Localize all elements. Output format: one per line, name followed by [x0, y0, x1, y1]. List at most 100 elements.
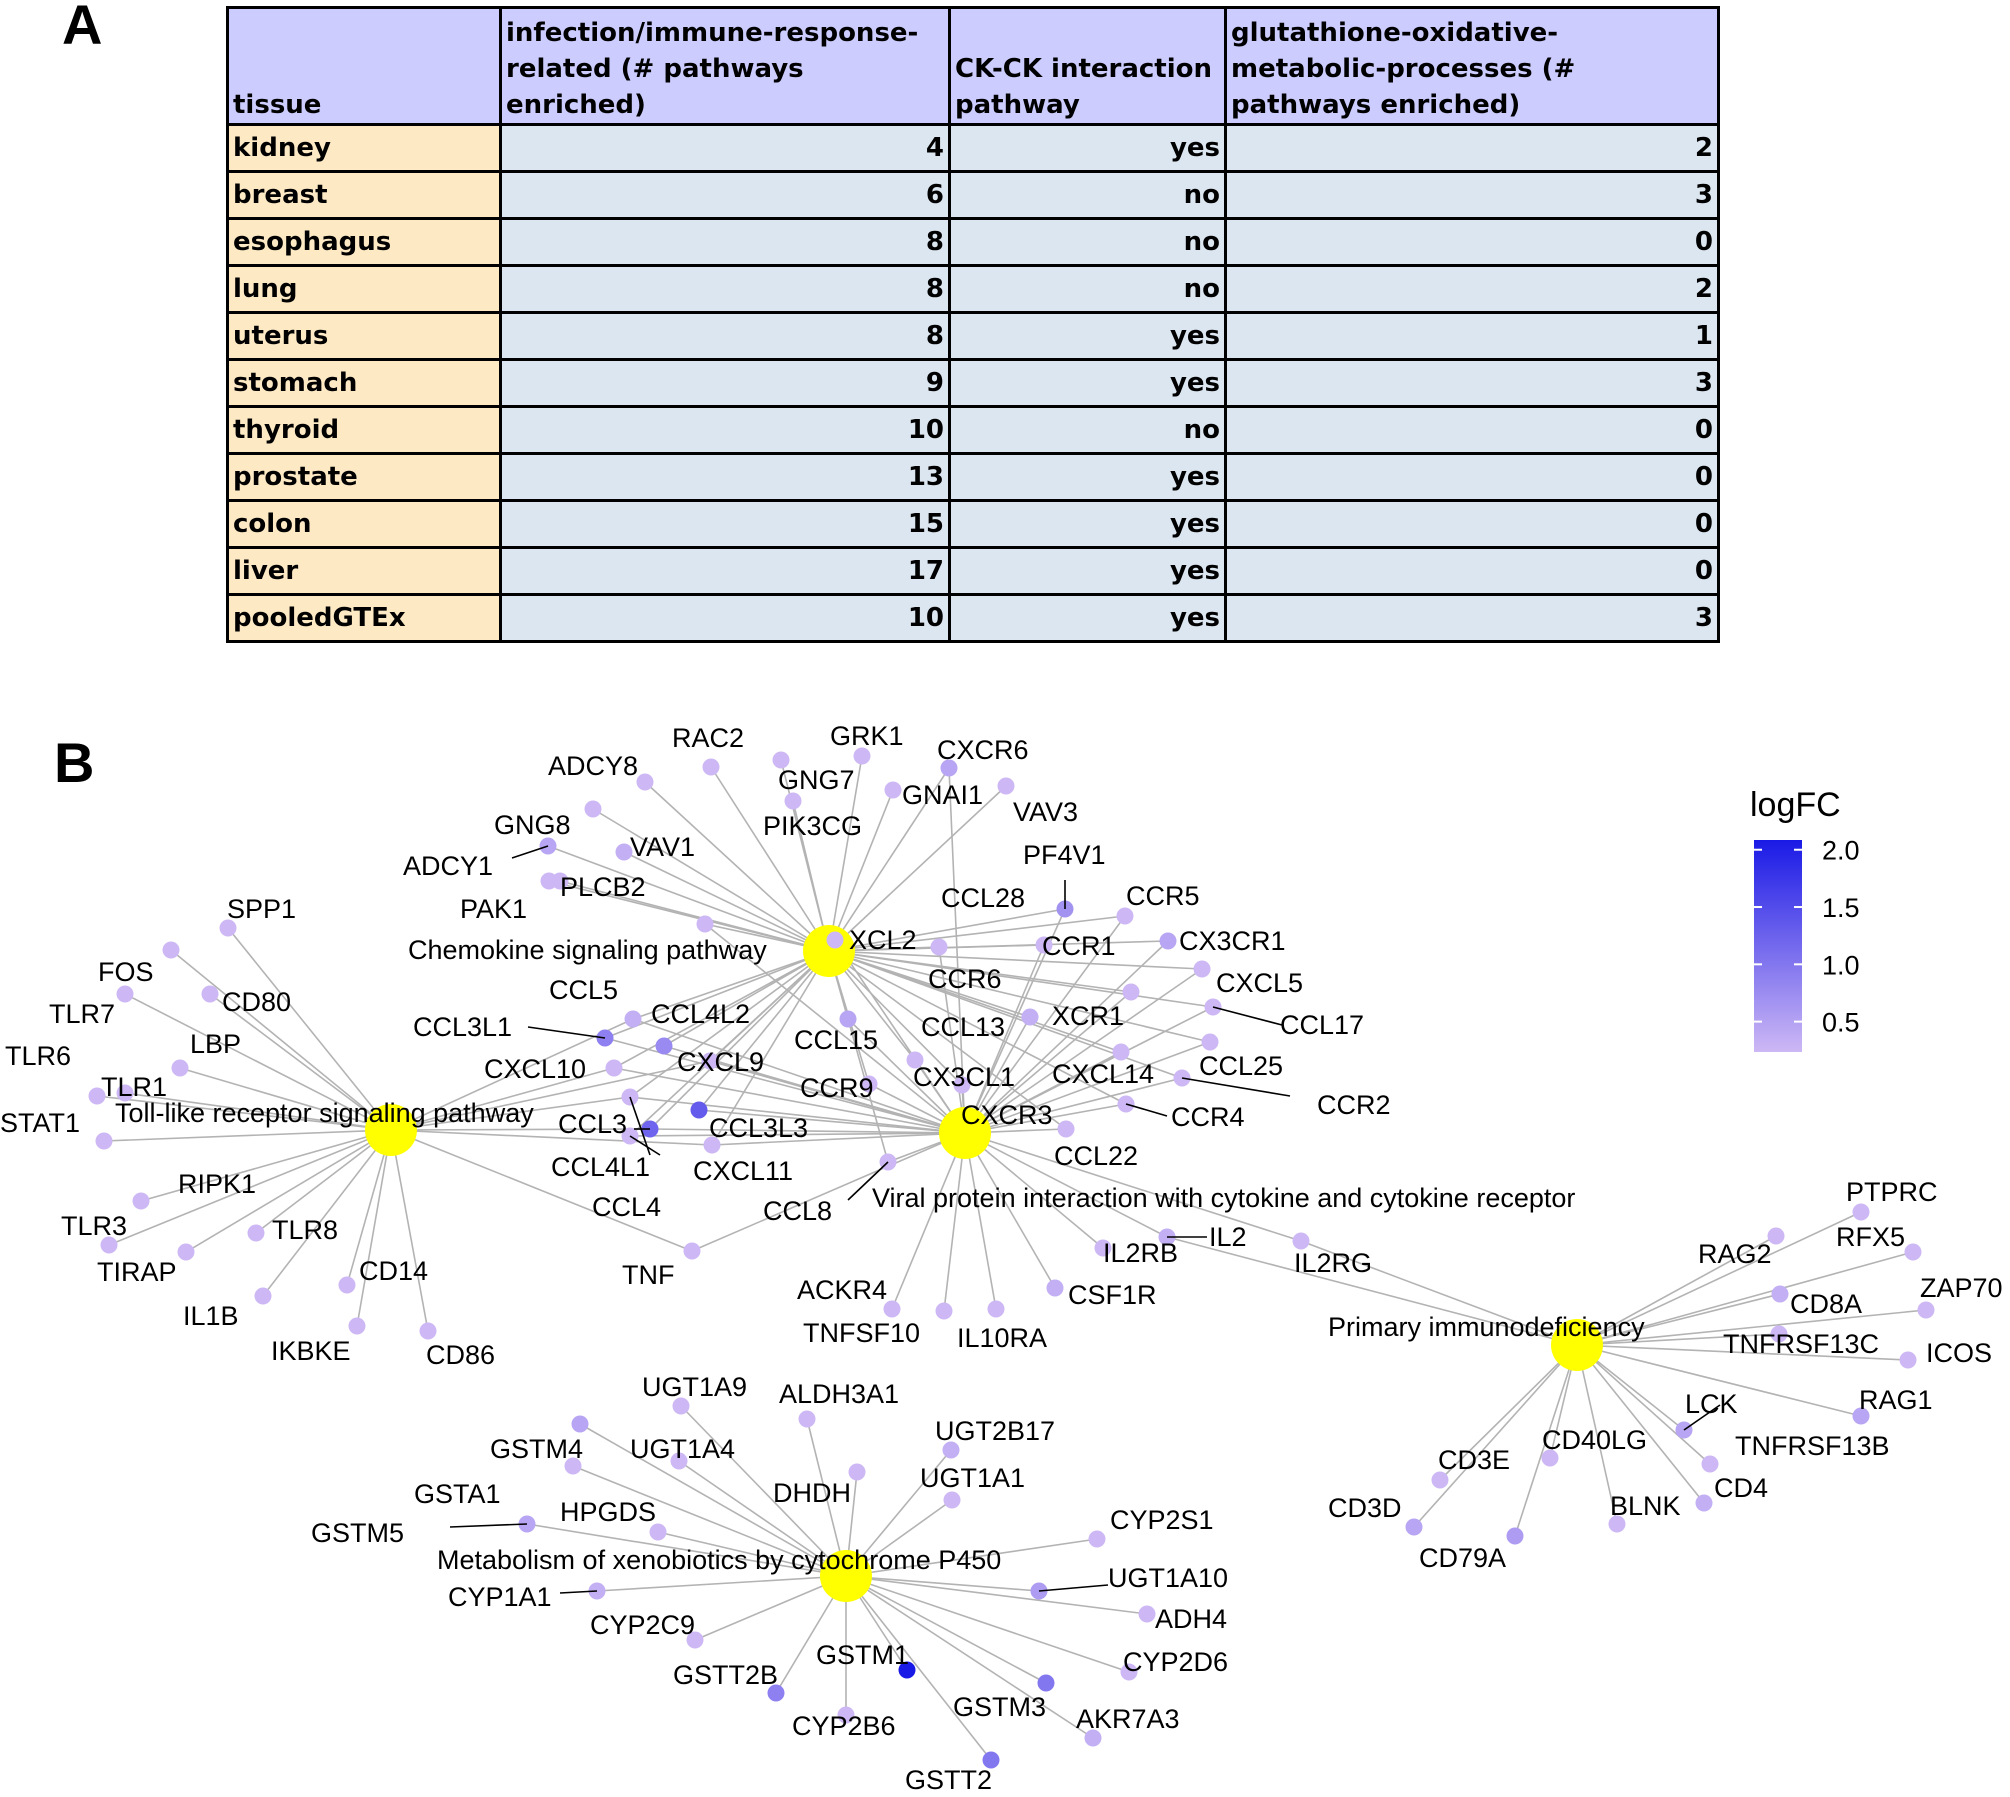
gene-label: GSTM1 [816, 1640, 909, 1670]
gene-label: VAV1 [630, 832, 695, 862]
gene-node [686, 1631, 704, 1649]
infection-count-cell: 8 [499, 311, 951, 361]
table-row: stomach 9 yes 3 [226, 358, 1720, 408]
gene-label: CCL3L3 [709, 1113, 808, 1143]
edge [390, 1018, 634, 1131]
edge [1576, 1344, 1705, 1504]
edge [356, 1129, 392, 1327]
edge [828, 950, 1127, 1105]
edge [845, 1575, 1130, 1673]
gene-label: CCL3 [558, 1109, 627, 1139]
edge [828, 755, 863, 952]
pathway-enrichment-table: tissue infection/immune-response-related… [226, 6, 1720, 643]
pathway-label: Viral protein interaction with cytokine … [872, 1183, 1575, 1213]
gene-node [584, 800, 602, 818]
gene-node [930, 938, 948, 956]
edge [828, 908, 1066, 952]
edge [964, 1132, 997, 1310]
gene-node [997, 777, 1015, 795]
table-row: pooledGTEx 10 yes 3 [226, 593, 1720, 643]
gene-node [884, 781, 902, 799]
glutathione-count-cell: 0 [1224, 546, 1720, 596]
gene-label: GSTM5 [311, 1518, 404, 1548]
edge [1576, 1333, 1780, 1346]
gene-label: SPP1 [227, 894, 296, 924]
edge [847, 1018, 966, 1134]
panel-a-letter: A [62, 0, 103, 56]
gene-label: XCL2 [849, 925, 917, 955]
gene-label: TIRAP [97, 1257, 177, 1287]
ckck-cell: yes [948, 593, 1227, 643]
gene-label: ADCY1 [403, 851, 493, 881]
gene-node [571, 1415, 589, 1433]
edge [845, 1449, 952, 1577]
gene-label: TNFRSF13B [1735, 1431, 1890, 1461]
edge [227, 927, 392, 1131]
edge [964, 944, 1045, 1134]
ckck-cell: no [948, 264, 1227, 314]
gene-label: UGT1A9 [642, 1372, 747, 1402]
gene-node [132, 1192, 150, 1210]
gene-node [162, 941, 180, 959]
gene-node [784, 792, 802, 810]
tissue-cell: lung [226, 264, 502, 314]
gene-node [348, 1317, 366, 1335]
gene-label: TNF [622, 1260, 674, 1290]
tissue-cell: prostate [226, 452, 502, 502]
gene-label: IL10RA [957, 1323, 1047, 1353]
gene-node [419, 1322, 437, 1340]
gene-label: CD14 [359, 1256, 428, 1286]
gene-label: PAK1 [460, 894, 527, 924]
tissue-cell: esophagus [226, 217, 502, 267]
gene-label: GSTM4 [490, 1434, 583, 1464]
gene-node [1035, 936, 1053, 954]
edge [103, 1129, 392, 1142]
gene-node [615, 843, 633, 861]
edge [828, 915, 1126, 952]
edge [964, 1132, 1302, 1242]
gene-label: CCL17 [1280, 1010, 1364, 1040]
edge [629, 950, 830, 1098]
edge [390, 1096, 631, 1131]
gene-node [1292, 1232, 1310, 1250]
gene-label: GSTA1 [414, 1479, 501, 1509]
gene-label: UGT1A4 [630, 1434, 735, 1464]
gene-node [1112, 1043, 1130, 1061]
gene-label: RAG2 [1698, 1239, 1772, 1269]
edge [828, 950, 963, 1086]
gene-node [624, 1010, 642, 1028]
edge [943, 1132, 966, 1312]
gene-label: CCL8 [763, 1196, 832, 1226]
edge [828, 950, 1067, 1130]
table-header-row: tissue infection/immune-response-related… [226, 6, 1720, 126]
gene-label: CYP2B6 [792, 1711, 896, 1741]
pathway-label: Toll-like receptor signaling pathway [115, 1098, 534, 1128]
table-row: prostate 13 yes 0 [226, 452, 1720, 502]
gene-label: LCK [1685, 1389, 1738, 1419]
label-leader [1683, 1404, 1721, 1431]
gene-label: CD79A [1419, 1543, 1506, 1573]
edge [592, 808, 830, 952]
edge [845, 1575, 992, 1761]
edge [255, 1129, 392, 1234]
gene-label: CD3D [1328, 1493, 1402, 1523]
gene-label: TLR7 [49, 999, 115, 1029]
gene-label: CD86 [426, 1340, 495, 1370]
edge [579, 1423, 847, 1577]
edge [806, 1418, 847, 1577]
tissue-cell: colon [226, 499, 502, 549]
edge [644, 781, 830, 952]
glutathione-count-cell: 0 [1224, 452, 1720, 502]
gene-node [1852, 1407, 1870, 1425]
tissue-cell: liver [226, 546, 502, 596]
gene-node [696, 915, 714, 933]
tissue-cell: pooledGTEx [226, 593, 502, 643]
gene-label: CD4 [1714, 1473, 1768, 1503]
table-row: breast 6 no 3 [226, 170, 1720, 220]
infection-count-cell: 10 [499, 405, 951, 455]
gene-label: ADH4 [1155, 1604, 1227, 1634]
table-row: liver 17 yes 0 [226, 546, 1720, 596]
gene-node [1771, 1285, 1789, 1303]
gene-label: CXCL5 [1216, 968, 1303, 998]
infection-count-cell: 6 [499, 170, 951, 220]
